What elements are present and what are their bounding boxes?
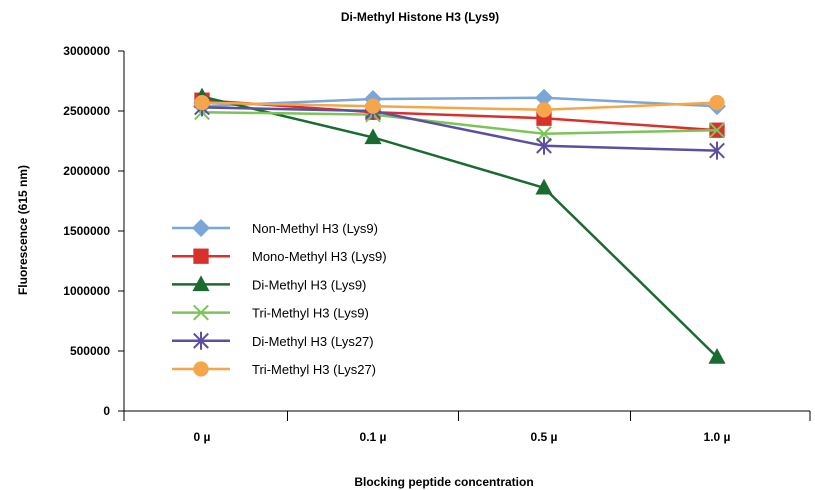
y-tick-label: 2500000 (63, 104, 110, 118)
x-tick-label: 0.5 µ (531, 430, 558, 444)
data-point (536, 102, 552, 118)
chart-title: Di-Methyl Histone H3 (Lys9) (341, 10, 499, 24)
x-tick-label: 1.0 µ (704, 430, 731, 444)
data-point (535, 178, 553, 195)
series-line (201, 96, 718, 108)
legend-label: Di-Methyl H3 (Lys27) (252, 334, 374, 349)
data-point (708, 348, 726, 364)
series-line (201, 106, 718, 152)
x-tick-label: 0 µ (194, 430, 211, 444)
y-tick-label: 1000000 (63, 284, 110, 298)
data-point (709, 94, 725, 111)
legend-marker (192, 275, 210, 292)
series-line (201, 110, 718, 136)
legend-label: Di-Methyl H3 (Lys9) (252, 277, 366, 292)
y-tick-label: 2000000 (63, 164, 110, 178)
y-axis-label: Fluorescence (615 nm) (16, 165, 30, 295)
y-tick-label: 3000000 (63, 44, 110, 58)
y-tick-label: 1500000 (63, 224, 110, 238)
x-tick-label: 0.1 µ (360, 430, 387, 444)
legend-item: Non-Methyl H3 (Lys9) (172, 219, 378, 237)
legend-item: Di-Methyl H3 (Lys9) (172, 275, 366, 292)
legend-label: Mono-Methyl H3 (Lys9) (252, 249, 387, 264)
legend-item: Di-Methyl H3 (Lys27) (172, 331, 374, 350)
data-point (536, 125, 552, 142)
data-point (709, 122, 725, 139)
series-line (201, 98, 718, 132)
legend-label: Tri-Methyl H3 (Lys9) (252, 306, 369, 321)
data-point (709, 141, 725, 160)
y-tick-label: 500000 (70, 344, 110, 358)
axes: 0 500000 1000000 1500000 2000000 2500000 30000… (63, 44, 811, 444)
legend-marker (193, 304, 209, 321)
series-1 (193, 88, 726, 116)
series-layer (193, 87, 726, 364)
legend-label: Tri-Methyl H3 (Lys27) (252, 362, 376, 377)
data-point (535, 88, 553, 107)
series-line (201, 101, 718, 112)
series-4 (194, 104, 725, 142)
data-point (365, 98, 381, 114)
legend-marker (193, 361, 209, 377)
legend-marker (193, 331, 209, 350)
legend-marker (192, 219, 210, 237)
legend-item: Tri-Methyl H3 (Lys27) (172, 361, 376, 377)
data-point (536, 136, 552, 155)
y-tick-label: 0 (103, 404, 110, 418)
series-6 (194, 94, 725, 118)
legend-item: Tri-Methyl H3 (Lys9) (172, 304, 369, 321)
x-axis-label: Blocking peptide concentration (354, 475, 533, 489)
data-point (194, 94, 210, 111)
data-point (364, 128, 382, 145)
legend: Non-Methyl H3 (Lys9) Mono-Methyl H3 (Lys9… (172, 219, 387, 377)
legend-label: Non-Methyl H3 (Lys9) (252, 221, 378, 236)
legend-item: Mono-Methyl H3 (Lys9) (172, 248, 387, 264)
legend-marker (193, 248, 209, 264)
series-line (201, 95, 718, 358)
